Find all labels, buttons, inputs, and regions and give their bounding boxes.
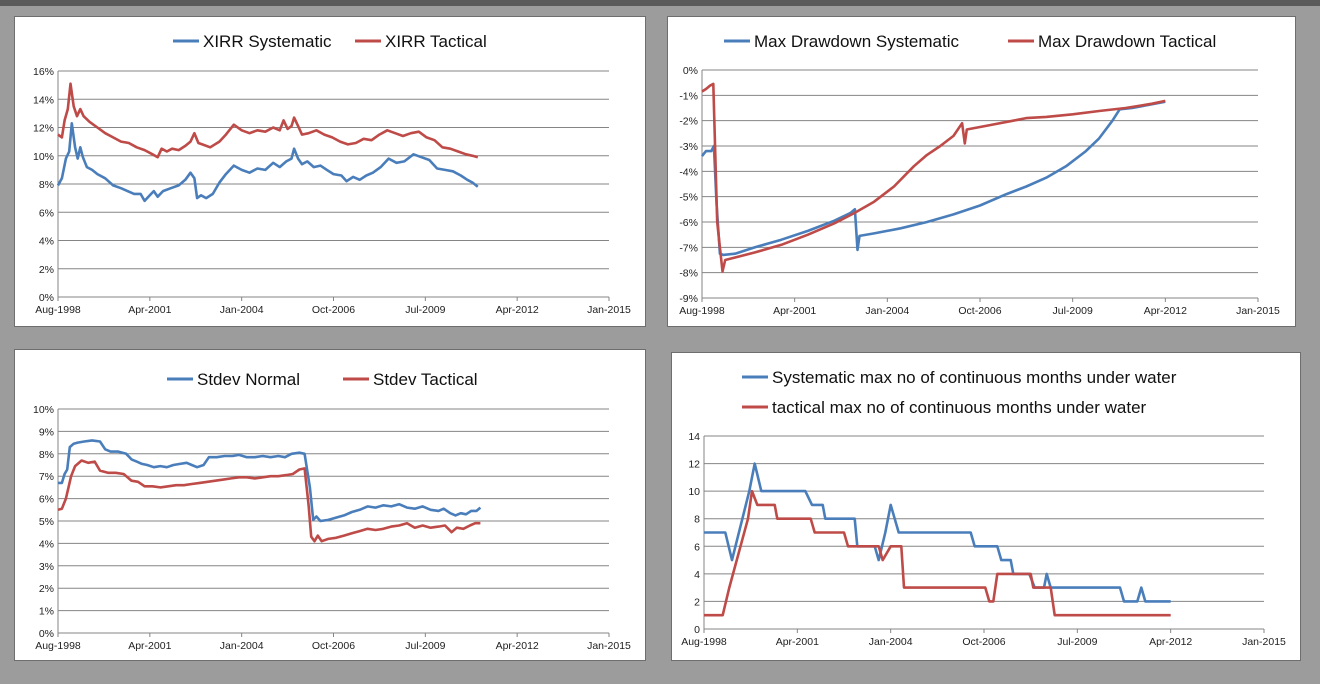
y-tick-label: -3% <box>679 141 698 153</box>
y-tick-label: 10 <box>688 486 700 498</box>
y-tick-label: -2% <box>679 116 698 128</box>
x-tick-label: Aug-1998 <box>681 636 727 648</box>
y-tick-label: 14% <box>33 94 54 106</box>
x-tick-label: Apr-2001 <box>776 636 819 648</box>
y-tick-label: 14 <box>688 431 700 443</box>
x-tick-label: Jan-2004 <box>220 304 264 316</box>
legend-label: XIRR Systematic <box>203 32 332 51</box>
x-tick-label: Jul-2009 <box>405 304 445 316</box>
x-tick-label: Jan-2004 <box>220 640 264 652</box>
y-tick-label: 0 <box>694 624 700 636</box>
y-tick-label: -1% <box>679 90 698 102</box>
x-tick-label: Jan-2015 <box>587 304 631 316</box>
y-tick-label: 1% <box>39 606 54 618</box>
y-tick-label: 6% <box>39 494 54 506</box>
legend-label: Stdev Normal <box>197 370 300 389</box>
series-line-tactical <box>57 459 481 543</box>
chart-panel-xirr[interactable]: 0% 2% 4% 6% 8% 10% 12% 14% 16% Aug-1998 Apr-2001 Ja… <box>14 16 646 327</box>
x-tick-label: Jan-2015 <box>1236 305 1280 317</box>
x-tick-label: Jan-2004 <box>865 305 909 317</box>
x-tick-label: Oct-2006 <box>312 640 355 652</box>
y-tick-label: -5% <box>679 192 698 204</box>
legend-label: Max Drawdown Tactical <box>1038 32 1216 51</box>
series-line-tactical <box>57 82 479 159</box>
spreadsheet-top-strip <box>0 0 1320 6</box>
x-tick-label: Jul-2009 <box>405 640 445 652</box>
y-tick-label: 3% <box>39 561 54 573</box>
series-line-tactical <box>704 489 1171 617</box>
legend-label: Stdev Tactical <box>373 370 478 389</box>
y-tick-label: 5% <box>39 516 54 528</box>
chart-panel-max-drawdown[interactable]: 0% -1% -2% -3% -4% -5% -6% -7% -8% -9% Aug-1998 Apr… <box>667 16 1296 327</box>
chart-max-drawdown: 0% -1% -2% -3% -4% -5% -6% -7% -8% -9%Aug-1998 Apr… <box>679 32 1280 317</box>
y-tick-label: 0% <box>683 65 698 77</box>
y-tick-label: 12% <box>33 123 54 135</box>
x-tick-label: Aug-1998 <box>35 304 81 316</box>
x-tick-label: Apr-2012 <box>1144 305 1187 317</box>
chart-panel-stdev[interactable]: 0% 1% 2% 3% 4% 5% 6% 7% 8% 9% 10% Aug-1998 Apr-2001 J… <box>14 349 646 661</box>
y-tick-label: 8 <box>694 514 700 526</box>
y-tick-label: 4 <box>694 569 700 581</box>
y-tick-label: 8% <box>39 449 54 461</box>
y-tick-label: 0% <box>39 628 54 640</box>
y-tick-label: 6 <box>694 541 700 553</box>
y-tick-label: 0% <box>39 292 54 304</box>
y-tick-label: -4% <box>679 166 698 178</box>
y-tick-label: 8% <box>39 179 54 191</box>
x-tick-label: Jul-2009 <box>1057 636 1097 648</box>
series-line-systematic <box>704 462 1171 603</box>
x-tick-label: Oct-2006 <box>958 305 1001 317</box>
legend-label: Systematic max no of continuous months u… <box>772 368 1177 387</box>
y-tick-label: 2 <box>694 596 700 608</box>
y-tick-label: 4% <box>39 538 54 550</box>
y-tick-label: 7% <box>39 471 54 483</box>
series-line-systematic <box>56 122 479 203</box>
y-tick-label: 4% <box>39 236 54 248</box>
legend-label: Max Drawdown Systematic <box>754 32 960 51</box>
x-tick-label: Jan-2004 <box>869 636 913 648</box>
y-tick-label: 6% <box>39 207 54 219</box>
y-tick-label: 9% <box>39 426 54 438</box>
y-tick-label: 2% <box>39 264 54 276</box>
series-line-tactical <box>701 82 1166 273</box>
series-line-systematic <box>58 439 482 523</box>
x-tick-label: Oct-2006 <box>962 636 1005 648</box>
y-tick-label: 10% <box>33 404 54 416</box>
chart-months-under-water: 0 2 4 6 8 10 12 14 Aug-1998 Apr-2001 Jan-2004 Oct-2… <box>681 368 1286 648</box>
y-tick-label: 2% <box>39 583 54 595</box>
chart-panel-months-under-water[interactable]: 0 2 4 6 8 10 12 14 Aug-1998 Apr-2001 Jan-2004 Oct-2… <box>671 352 1301 661</box>
x-tick-label: Oct-2006 <box>312 304 355 316</box>
legend-label: XIRR Tactical <box>385 32 487 51</box>
legend-label: tactical max no of continuous months und… <box>772 398 1147 417</box>
x-tick-label: Jan-2015 <box>1242 636 1286 648</box>
x-tick-label: Apr-2012 <box>496 640 539 652</box>
series-line-systematic <box>700 100 1166 257</box>
x-tick-label: Apr-2012 <box>1149 636 1192 648</box>
x-tick-label: Apr-2001 <box>773 305 816 317</box>
chart-xirr: 0% 2% 4% 6% 8% 10% 12% 14% 16% Aug-1998 Apr-2001 Ja… <box>33 32 631 316</box>
y-tick-label: -7% <box>679 242 698 254</box>
y-tick-label: 10% <box>33 151 54 163</box>
x-tick-label: Aug-1998 <box>35 640 81 652</box>
y-tick-label: -8% <box>679 268 698 280</box>
chart-stdev: 0% 1% 2% 3% 4% 5% 6% 7% 8% 9% 10% Aug-1998 Apr-2001 J… <box>33 370 631 652</box>
y-tick-label: -6% <box>679 217 698 229</box>
x-tick-label: Jul-2009 <box>1053 305 1093 317</box>
x-tick-label: Jan-2015 <box>587 640 631 652</box>
y-tick-label: -9% <box>679 293 698 305</box>
y-tick-label: 12 <box>688 459 700 471</box>
x-tick-label: Apr-2001 <box>128 640 171 652</box>
x-tick-label: Aug-1998 <box>679 305 725 317</box>
y-tick-label: 16% <box>33 66 54 78</box>
x-tick-label: Apr-2012 <box>496 304 539 316</box>
x-tick-label: Apr-2001 <box>128 304 171 316</box>
